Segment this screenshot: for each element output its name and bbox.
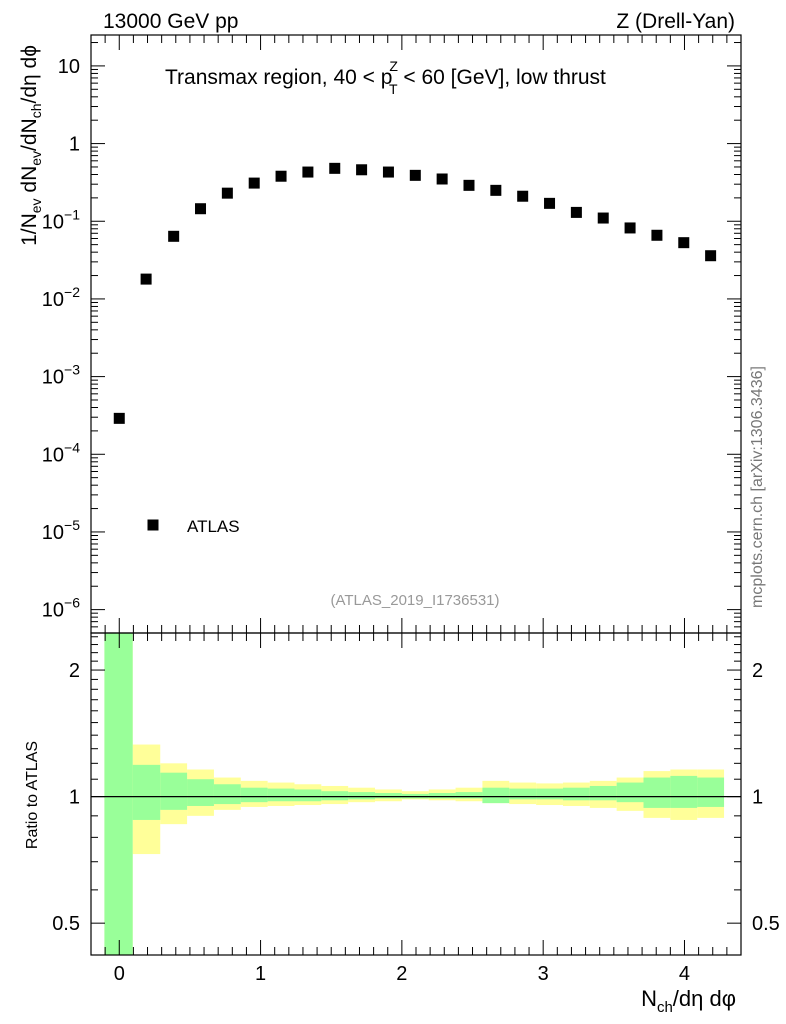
stat-unc-band-16 [536, 788, 563, 800]
x-axis-label: Nch/dη dφ [641, 986, 736, 1016]
main-y-tick-label-2: 10−1 [42, 206, 80, 233]
stat-unc-band-0 [104, 633, 133, 955]
stat-unc-band-18 [589, 785, 617, 801]
stat-unc-band-19 [616, 782, 644, 803]
stat-unc-band-6 [267, 788, 295, 802]
x-tick-label-1: 1 [255, 963, 266, 985]
data-point-19 [624, 222, 636, 234]
stat-unc-band-1 [132, 764, 161, 820]
main-y-tick-label-1: 1 [69, 134, 80, 156]
data-point-21 [678, 237, 690, 249]
stat-unc-band-10 [375, 792, 402, 799]
ratio-bands [104, 633, 725, 955]
ratio-y-tick-label-right-1: 1 [752, 787, 763, 809]
header-right: Z (Drell-Yan) [616, 10, 735, 33]
ratio-y-tick-label-0: 0.5 [52, 913, 80, 935]
ratio-y-tick-label-2: 2 [69, 660, 80, 682]
ratio-y-tick-label-right-0: 0.5 [752, 913, 780, 935]
data-point-10 [382, 166, 394, 178]
ratio-y-tick-label-1: 1 [69, 787, 80, 809]
data-point-22 [705, 250, 717, 262]
stat-unc-band-14 [482, 787, 510, 804]
data-point-16 [544, 197, 556, 209]
main-y-ticks [91, 42, 741, 634]
stat-unc-band-9 [348, 792, 376, 800]
main-y-tick-label-4: 10−3 [42, 362, 80, 389]
stat-unc-band-7 [294, 789, 322, 802]
data-point-7 [302, 166, 314, 178]
chart-title: Transmax region, 40 < pZ T < 60 [GeV], lo… [165, 58, 606, 97]
legend-label: ATLAS [187, 517, 240, 536]
data-point-12 [436, 173, 448, 185]
data-point-8 [329, 162, 341, 174]
data-point-5 [248, 177, 260, 189]
x-tick-label-4: 4 [679, 963, 690, 985]
main-y-tick-label-5: 10−4 [42, 439, 80, 466]
ratio-y-ticks [91, 636, 741, 924]
stat-unc-band-3 [187, 779, 214, 806]
stat-unc-band-21 [670, 775, 698, 808]
data-point-17 [570, 206, 582, 218]
main-y-tick-label-7: 10−6 [42, 595, 80, 622]
data-point-0 [113, 412, 125, 424]
stat-unc-band-20 [643, 777, 671, 808]
data-point-3 [195, 203, 207, 215]
stat-unc-band-17 [562, 787, 590, 801]
ratio-y-axis-label: Ratio to ATLAS [24, 741, 41, 849]
data-point-1 [140, 273, 152, 285]
stat-unc-band-12 [428, 792, 456, 799]
stat-unc-band-5 [240, 787, 268, 803]
x-tick-label-0: 0 [114, 963, 125, 985]
data-point-11 [409, 169, 421, 181]
stat-unc-band-8 [321, 791, 349, 801]
x-tick-label-3: 3 [538, 963, 549, 985]
header-left: 13000 GeV pp [103, 10, 238, 33]
stat-unc-band-13 [455, 792, 483, 799]
data-point-6 [275, 170, 287, 182]
data-point-13 [463, 179, 475, 191]
analysis-label: (ATLAS_2019_I1736531) [330, 592, 499, 609]
data-point-4 [221, 187, 233, 199]
main-y-axis-label: 1/Nev dNev/dNch/dη dϕ [18, 45, 44, 246]
data-point-2 [168, 230, 180, 242]
main-y-tick-label-6: 10−5 [42, 517, 80, 544]
stat-unc-band-2 [160, 772, 188, 810]
stat-unc-band-22 [697, 777, 725, 807]
data-point-14 [490, 184, 502, 196]
x-tick-label-2: 2 [396, 963, 407, 985]
stat-unc-band-4 [213, 784, 241, 805]
stat-unc-band-15 [509, 788, 537, 800]
data-point-9 [356, 164, 368, 176]
legend-marker [147, 519, 159, 531]
main-plot-frame [90, 34, 742, 634]
data-point-20 [651, 229, 663, 241]
watermark: mcplots.cern.ch [arXiv:1306.3436] [749, 366, 766, 608]
x-ticks [90, 35, 742, 955]
data-markers [113, 162, 717, 424]
ratio-y-tick-label-right-2: 2 [752, 660, 763, 682]
data-point-18 [597, 212, 609, 224]
main-y-tick-label-3: 10−2 [42, 284, 80, 311]
main-y-tick-label-0: 10 [58, 56, 80, 78]
data-point-15 [517, 190, 529, 202]
